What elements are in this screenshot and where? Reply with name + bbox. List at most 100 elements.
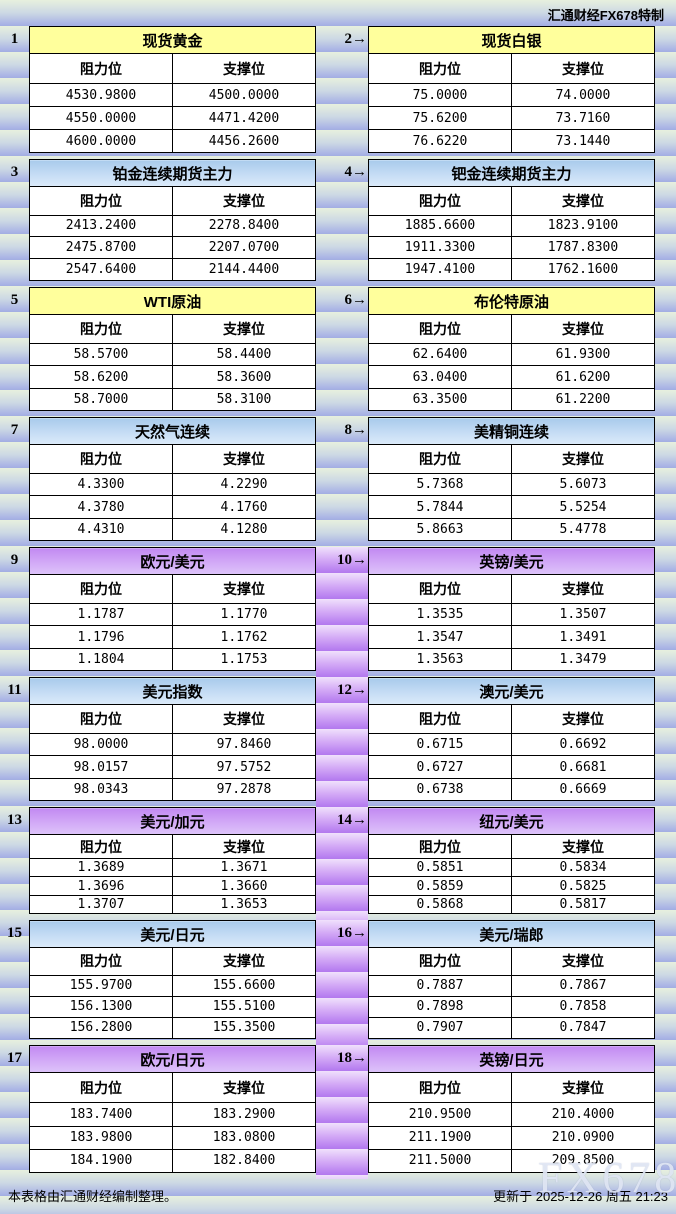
pair-number-left: 11 [7, 682, 22, 698]
resistance-value: 183.7400 [29, 1102, 173, 1127]
resistance-value: 5.7368 [368, 473, 512, 497]
support-header: 支撑位 [172, 833, 316, 860]
support-value: 5.4778 [511, 517, 655, 542]
resistance-value: 184.1900 [29, 1148, 173, 1174]
support-value: 0.6669 [511, 777, 655, 802]
panel-title: 欧元/日元 [29, 1045, 316, 1073]
footer: 本表格由汇通财经编制整理。 更新于 2025-12-26 周五 21:23 [0, 1179, 676, 1214]
panel-usdjpy: 美元/日元 阻力位 支撑位 155.9700 155.6600 156.1300… [29, 920, 316, 1040]
resistance-value: 0.5868 [368, 894, 512, 915]
resistance-header: 阻力位 [29, 443, 173, 475]
support-value: 0.7858 [511, 995, 655, 1018]
support-value: 97.2878 [172, 777, 316, 802]
resistance-value: 1.1804 [29, 647, 173, 672]
support-value: 2278.8400 [172, 214, 316, 238]
panel-title: WTI原油 [29, 287, 316, 315]
resistance-header: 阻力位 [368, 52, 512, 85]
resistance-value: 1911.3300 [368, 236, 512, 260]
resistance-header: 阻力位 [29, 573, 173, 605]
resistance-header: 阻力位 [368, 313, 512, 345]
panel-title: 美精铜连续 [368, 417, 655, 445]
support-value: 58.3100 [172, 387, 316, 412]
support-header: 支撑位 [172, 947, 316, 976]
support-header: 支撑位 [511, 443, 655, 475]
support-value: 183.0800 [172, 1125, 316, 1150]
resistance-value: 1.3535 [368, 603, 512, 627]
resistance-header: 阻力位 [368, 833, 512, 860]
support-value: 0.5817 [511, 894, 655, 915]
resistance-value: 76.6220 [368, 129, 512, 153]
resistance-value: 4530.9800 [29, 83, 173, 108]
panel-spot-gold: 现货黄金 阻力位 支撑位 4530.9800 4500.0000 4550.00… [29, 26, 316, 153]
resistance-value: 0.7887 [368, 974, 512, 997]
support-value: 155.3500 [172, 1016, 316, 1040]
resistance-value: 98.0343 [29, 777, 173, 802]
resistance-value: 98.0000 [29, 733, 173, 757]
panel-title: 天然气连续 [29, 417, 316, 445]
support-value: 0.6692 [511, 733, 655, 757]
support-header: 支撑位 [511, 313, 655, 345]
support-value: 209.8500 [511, 1148, 655, 1174]
support-value: 0.7847 [511, 1016, 655, 1040]
resistance-header: 阻力位 [368, 573, 512, 605]
resistance-value: 155.9700 [29, 974, 173, 997]
resistance-value: 0.5851 [368, 858, 512, 878]
resistance-header: 阻力位 [368, 947, 512, 976]
resistance-value: 63.0400 [368, 365, 512, 389]
panel-pair-7-8: 7 天然气连续 阻力位 支撑位 4.3300 4.2290 4.3780 4.1… [0, 417, 676, 547]
support-value: 1.3660 [172, 876, 316, 896]
panel-brent-crude: 布伦特原油 阻力位 支撑位 62.6400 61.9300 63.0400 61… [368, 287, 655, 412]
resistance-value: 1.3547 [368, 625, 512, 649]
resistance-value: 2475.8700 [29, 236, 173, 260]
resistance-value: 2413.2400 [29, 214, 173, 238]
pair-number-right: 16→ [337, 925, 367, 941]
resistance-header: 阻力位 [368, 443, 512, 475]
support-header: 支撑位 [511, 573, 655, 605]
resistance-value: 0.7898 [368, 995, 512, 1018]
resistance-header: 阻力位 [368, 1071, 512, 1104]
pair-number-right: 2→ [344, 31, 368, 47]
pair-number-right: 8→ [344, 422, 368, 438]
support-header: 支撑位 [172, 186, 316, 216]
support-value: 73.1440 [511, 129, 655, 153]
support-value: 73.7160 [511, 106, 655, 131]
resistance-value: 2547.6400 [29, 258, 173, 281]
panel-eurusd: 欧元/美元 阻力位 支撑位 1.1787 1.1770 1.1796 1.176… [29, 547, 316, 672]
footer-source-note: 本表格由汇通财经编制整理。 [8, 1189, 178, 1204]
pair-number-left: 5 [10, 292, 19, 308]
support-header: 支撑位 [172, 573, 316, 605]
panel-natural-gas: 天然气连续 阻力位 支撑位 4.3300 4.2290 4.3780 4.176… [29, 417, 316, 542]
panel-pair-1-2: 1 现货黄金 阻力位 支撑位 4530.9800 4500.0000 4550.… [0, 26, 676, 159]
brand-label: 汇通财经FX678特制 [547, 8, 664, 23]
resistance-value: 4600.0000 [29, 129, 173, 153]
support-value: 61.2200 [511, 387, 655, 412]
top-bar: 汇通财经FX678特制 [0, 0, 676, 26]
pair-number-right: 12→ [337, 682, 367, 698]
panel-title: 美元/加元 [29, 807, 316, 835]
pair-spacer: 14→ [316, 807, 368, 920]
resistance-header: 阻力位 [29, 1071, 173, 1104]
resistance-value: 210.9500 [368, 1102, 512, 1127]
support-value: 4471.4200 [172, 106, 316, 131]
pair-spacer: 6→ [316, 287, 368, 417]
support-header: 支撑位 [172, 313, 316, 345]
support-value: 1.3507 [511, 603, 655, 627]
resistance-value: 1.1796 [29, 625, 173, 649]
pair-spacer: 10→ [316, 547, 368, 677]
resistance-value: 58.7000 [29, 387, 173, 412]
support-value: 4500.0000 [172, 83, 316, 108]
resistance-value: 4.4310 [29, 517, 173, 542]
pair-spacer: 16→ [316, 920, 368, 1045]
resistance-value: 0.6727 [368, 755, 512, 779]
resistance-value: 156.2800 [29, 1016, 173, 1040]
support-value: 1762.1600 [511, 258, 655, 281]
panel-spot-silver: 现货白银 阻力位 支撑位 75.0000 74.0000 75.6200 73.… [368, 26, 655, 153]
resistance-header: 阻力位 [29, 313, 173, 345]
pair-number-right: 14→ [337, 812, 367, 828]
resistance-value: 0.5859 [368, 876, 512, 896]
support-header: 支撑位 [172, 703, 316, 735]
support-value: 61.9300 [511, 343, 655, 367]
support-value: 1.1753 [172, 647, 316, 672]
resistance-value: 183.9800 [29, 1125, 173, 1150]
